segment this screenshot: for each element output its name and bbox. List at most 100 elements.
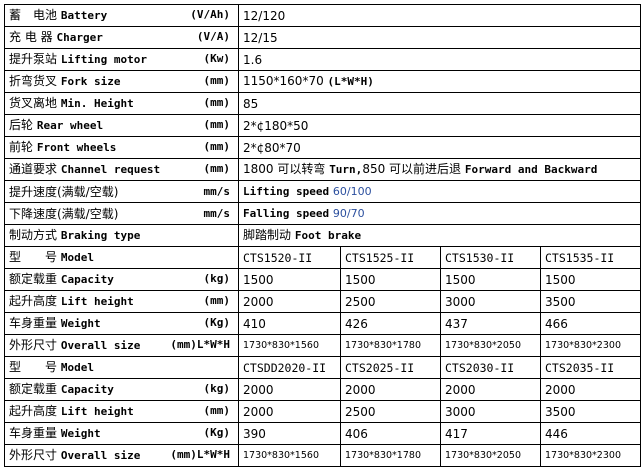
label-unit: (mm)L*W*H bbox=[170, 448, 230, 461]
spec-label: 后轮 Rear wheel (mm) bbox=[4, 114, 239, 137]
model-value: 437 bbox=[440, 312, 541, 335]
label-en: Capacity bbox=[60, 273, 114, 286]
model-row: 额定载重 Capacity (kg) 1500 1500 1500 1500 bbox=[4, 268, 642, 291]
model-value: 2000 bbox=[539, 378, 642, 401]
spec-value: Falling speed 90/70 bbox=[237, 202, 642, 225]
label-en: Rear wheel bbox=[36, 119, 104, 132]
spec-label: 额定载重 Capacity (kg) bbox=[4, 268, 239, 291]
value-text: 脚踏制动 bbox=[243, 228, 292, 242]
label-unit: (mm) bbox=[203, 96, 231, 109]
value-en: Foot brake bbox=[294, 229, 362, 242]
spec-row: 后轮 Rear wheel (mm) 2*¢180*50 bbox=[4, 114, 642, 137]
value-en: Falling speed bbox=[243, 207, 330, 220]
value-text: 1800 可以转弯 bbox=[243, 162, 326, 176]
label-cn: 额定载重 bbox=[9, 272, 58, 286]
value-text: 12/120 bbox=[243, 8, 286, 23]
model-value: 1730*830*1780 bbox=[340, 334, 441, 357]
spec-row: 蓄 电池 Battery (V/Ah) 12/120 bbox=[4, 4, 642, 27]
model-row: 车身重量 Weight (Kg) 390 406 417 446 bbox=[4, 422, 642, 445]
spec-label: 额定载重 Capacity (kg) bbox=[4, 378, 239, 401]
label-unit: (Kg) bbox=[203, 316, 231, 329]
model-row: 型 号 Model CTSDD2020-II CTS2025-II CTS2030-I… bbox=[4, 356, 642, 379]
label-unit: (V/A) bbox=[196, 30, 230, 43]
label-en: Battery bbox=[60, 9, 108, 22]
value-text: 1.6 bbox=[243, 52, 263, 67]
spec-label: 通道要求 Channel request (mm) bbox=[4, 158, 239, 181]
model-value: 1730*830*1560 bbox=[238, 334, 341, 357]
model-value: 1500 bbox=[539, 268, 642, 291]
model-value: CTS2025-II bbox=[340, 356, 441, 379]
label-cn: 外形尺寸 bbox=[9, 448, 58, 462]
spec-label: 型 号 Model bbox=[4, 356, 239, 379]
label-unit: (Kw) bbox=[203, 52, 231, 65]
spec-row: 通道要求 Channel request (mm) 1800 可以转弯 Turn,8… bbox=[4, 158, 642, 181]
model-value: CTS1530-II bbox=[440, 246, 541, 269]
label-cn: 折弯货叉 bbox=[9, 74, 58, 88]
spec-row: 提升速度(满载/空载) mm/s Lifting speed 60/100 bbox=[4, 180, 642, 203]
label-unit: (mm) bbox=[203, 404, 231, 417]
label-en: Braking type bbox=[60, 229, 141, 242]
model-value: 3500 bbox=[539, 400, 642, 423]
value-en: (L*W*H) bbox=[327, 75, 374, 88]
label-en: Overall size bbox=[60, 449, 141, 462]
spec-value: Lifting speed 60/100 bbox=[237, 180, 642, 203]
label-cn: 型 号 bbox=[9, 250, 58, 264]
spec-label: 折弯货叉 Fork size (mm) bbox=[4, 70, 239, 93]
model-value: 1500 bbox=[238, 268, 341, 291]
label-cn: 充 电 器 bbox=[9, 30, 53, 44]
label-unit: (mm)L*W*H bbox=[170, 338, 230, 351]
spec-table: 蓄 电池 Battery (V/Ah) 12/120 充 电 器 Charger (V/… bbox=[4, 4, 642, 467]
model-value: 2500 bbox=[340, 290, 441, 313]
label-en: Overall size bbox=[60, 339, 141, 352]
spec-value: 85 bbox=[237, 92, 642, 115]
label-unit: (V/Ah) bbox=[190, 8, 230, 21]
value-text: 12/15 bbox=[243, 30, 278, 45]
model-value: 2000 bbox=[440, 378, 541, 401]
model-row: 起升高度 Lift height (mm) 2000 2500 3000 3500 bbox=[4, 400, 642, 423]
spec-label: 车身重量 Weight (Kg) bbox=[4, 312, 239, 335]
label-cn: 车身重量 bbox=[9, 316, 58, 330]
model-value: 1730*830*2050 bbox=[440, 444, 541, 467]
label-unit: (mm) bbox=[203, 118, 231, 131]
spec-row: 货叉离地 Min. Height (mm) 85 bbox=[4, 92, 642, 115]
model-value: 1730*830*1780 bbox=[340, 444, 441, 467]
spec-value: 12/15 bbox=[237, 26, 642, 49]
spec-label: 起升高度 Lift height (mm) bbox=[4, 290, 239, 313]
label-unit: (mm) bbox=[203, 162, 231, 175]
label-unit: mm/s bbox=[203, 184, 231, 198]
label-cn: 后轮 bbox=[9, 118, 34, 132]
label-en: Front wheels bbox=[36, 141, 117, 154]
model-value: CTSDD2020-II bbox=[238, 356, 341, 379]
model-row: 外形尺寸 Overall size (mm)L*W*H 1730*830*1560 1… bbox=[4, 444, 642, 467]
model-row: 额定载重 Capacity (kg) 2000 2000 2000 2000 bbox=[4, 378, 642, 401]
model-value: CTS1535-II bbox=[539, 246, 642, 269]
model-value: 466 bbox=[539, 312, 642, 335]
model-value: 410 bbox=[238, 312, 341, 335]
label-unit: mm/s bbox=[203, 206, 231, 220]
model-row: 外形尺寸 Overall size (mm)L*W*H 1730*830*1560 1… bbox=[4, 334, 642, 357]
spec-row: 充 电 器 Charger (V/A) 12/15 bbox=[4, 26, 642, 49]
model-value: 1730*830*2300 bbox=[539, 334, 642, 357]
value-text: 2*¢180*50 bbox=[243, 118, 309, 133]
label-cn: 前轮 bbox=[9, 140, 34, 154]
value-text: 2*¢80*70 bbox=[243, 140, 301, 155]
label-cn: 起升高度 bbox=[9, 294, 58, 308]
model-row: 型 号 Model CTS1520-II CTS1525-II CTS1530-II C… bbox=[4, 246, 642, 269]
model-value: 3000 bbox=[440, 290, 541, 313]
model-value: 406 bbox=[340, 422, 441, 445]
spec-value: 12/120 bbox=[237, 4, 642, 27]
spec-row: 折弯货叉 Fork size (mm) 1150*160*70 (L*W*H) bbox=[4, 70, 642, 93]
spec-label: 充 电 器 Charger (V/A) bbox=[4, 26, 239, 49]
model-value: 2000 bbox=[238, 290, 341, 313]
spec-row: 下降速度(满载/空载) mm/s Falling speed 90/70 bbox=[4, 202, 642, 225]
label-cn: 型 号 bbox=[9, 360, 58, 374]
label-en: Lift height bbox=[60, 405, 134, 418]
value-speed: 60/100 bbox=[332, 185, 372, 198]
label-cn: 起升高度 bbox=[9, 404, 58, 418]
spec-row: 制动方式 Braking type 脚踏制动 Foot brake bbox=[4, 224, 642, 247]
value-speed: 90/70 bbox=[332, 207, 365, 220]
label-unit: (Kg) bbox=[203, 426, 231, 439]
label-en: Weight bbox=[60, 427, 101, 440]
label-cn: 货叉离地 bbox=[9, 96, 58, 110]
model-value: 1730*830*2300 bbox=[539, 444, 642, 467]
